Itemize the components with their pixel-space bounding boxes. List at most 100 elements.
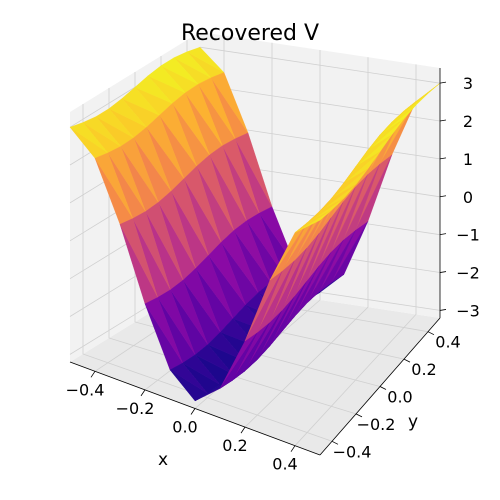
surface-facet-7-8-b	[343, 163, 380, 240]
surface-facet-1-9-b	[210, 72, 249, 134]
surface-facet-8-1-b	[282, 211, 320, 272]
x-tick-mark	[140, 389, 146, 397]
surface-facet-2-3-b	[158, 190, 196, 269]
surface-facet-0-5-b	[134, 75, 173, 104]
axes-ticks: −0.4 −0.2 0.0 0.2 0.4 −0.4 −0.2 0.0 0.2 0.4 −3 −2 −1…	[66, 68, 480, 474]
surface-facet-8-2-b	[294, 198, 332, 261]
y-tick-mark	[403, 358, 411, 363]
y-tick-mark	[427, 331, 435, 336]
surface-facet-2-7-b	[209, 145, 247, 221]
z-tick-mark	[439, 157, 447, 160]
x-tick-label: −0.2	[116, 399, 155, 418]
z-tick-mark	[439, 233, 447, 236]
surface-facet-0-2-b	[95, 108, 134, 138]
surface-facet-3-7-b	[233, 220, 271, 283]
x-tick-label: 0.0	[172, 418, 197, 437]
surface-facet-6-3-b	[257, 296, 295, 360]
surface-facet-1-6-b	[172, 92, 210, 156]
surface-facet-2-5-b	[183, 165, 222, 243]
surface-facet-3-0-b	[144, 297, 183, 364]
surface-facet-2-9-b	[234, 132, 273, 207]
surface-facet-4-2-b	[194, 344, 233, 374]
surface-facet-2-2-b	[145, 201, 184, 281]
surface-facet-6-0-b	[219, 332, 258, 389]
surface-facet-0-7-b	[160, 57, 199, 85]
y-tick-label: −0.4	[333, 442, 372, 461]
surface-facet-1-0-b	[94, 152, 133, 219]
z-tick-mark	[439, 309, 447, 311]
chart-title: Recovered V	[181, 21, 319, 46]
surface-facet-6-2-b	[244, 310, 283, 372]
surface-facet-6-9-b	[331, 220, 369, 283]
x-tick-label: 0.4	[272, 455, 297, 474]
y-tick-mark	[331, 440, 339, 445]
surface-facet-1-1-b	[107, 146, 146, 212]
z-tick-mark	[439, 119, 447, 122]
surface-facet-9-4-b	[343, 151, 381, 184]
z-tick-label: −2	[456, 264, 480, 283]
surface-facet-6-8-b	[319, 229, 356, 292]
surface-facet-8-9-b	[379, 101, 417, 164]
surface-facet-8-0-b	[269, 222, 308, 281]
surface-facet-4-3-b	[207, 331, 246, 362]
surface-facet-2-0-b	[119, 218, 158, 298]
surface-facet-7-2-b	[269, 247, 307, 323]
surface-facet-2-1-b	[132, 211, 171, 290]
surface-facet-7-9-b	[355, 154, 393, 231]
surface-facet-9-6-b	[367, 118, 405, 151]
surface-facet-9-0-b	[294, 209, 333, 233]
surface-facet-9-1-b	[306, 198, 345, 223]
x-tick-label: 0.2	[222, 436, 247, 455]
y-tick-label: −0.2	[357, 415, 396, 434]
z-tick-mark	[439, 81, 447, 84]
surface-facet-1-8-b	[197, 77, 236, 139]
surface-facet-0-6-b	[147, 65, 186, 93]
surface-facet-4-1-b	[182, 354, 221, 385]
x-tick-mark	[90, 371, 96, 378]
surface-facet-9-9-b	[403, 83, 441, 112]
x-tick-mark	[290, 445, 296, 452]
surface-facet-7-5-b	[306, 201, 344, 282]
x-tick-mark	[190, 408, 196, 415]
y-tick-mark	[355, 413, 363, 418]
surface-facet-7-1-b	[257, 260, 295, 333]
y-axis-label: y	[408, 412, 418, 432]
surface-facet-7-7-b	[330, 174, 368, 252]
surface-facet-0-0-b	[69, 122, 109, 154]
z-tick-mark	[439, 195, 447, 198]
y-tick-mark	[379, 386, 387, 390]
x-axis-label: x	[158, 450, 168, 470]
gridline-y-0	[82, 104, 333, 442]
surface-facet-9-3-b	[331, 168, 369, 199]
surface-facet-1-3-b	[133, 126, 172, 192]
surface-facet-0-8-b	[173, 51, 212, 78]
y-tick-label: 0.4	[435, 333, 460, 352]
x-tick-label: −0.4	[66, 380, 105, 399]
x-tick-mark	[240, 426, 246, 434]
surface-facet-9-5-b	[355, 134, 393, 168]
surface-facet-1-5-b	[159, 103, 197, 167]
surface-facet-0-9-b	[186, 46, 225, 73]
surface-facet-6-5-b	[281, 265, 319, 332]
z-tick-label: 3	[463, 74, 473, 93]
surface-facet-0-3-b	[108, 98, 147, 128]
y-tick-label: 0.2	[411, 360, 436, 379]
surface-facet-6-7-b	[306, 239, 344, 304]
surface-facet-2-6-b	[196, 154, 235, 231]
surface-facet-3-4-b	[195, 254, 234, 319]
surface-facet-7-0-b	[244, 270, 283, 342]
surface-facet-3-3-b	[182, 267, 221, 333]
gridline-x-4	[294, 64, 417, 446]
surface-facet-4-0-b	[169, 362, 208, 394]
surface-facet-1-4-b	[146, 114, 185, 179]
surface-facet-6-4-b	[269, 281, 307, 347]
surface-facet-9-7-b	[379, 104, 417, 136]
surface-facet-7-3-b	[281, 233, 319, 311]
surface-facet-3-1-b	[157, 289, 196, 355]
surface-facet-0-4-b	[121, 86, 160, 116]
surface-facet-9-2-b	[319, 184, 357, 212]
z-tick-label: −1	[456, 226, 480, 245]
gridline-x-3	[244, 57, 369, 428]
